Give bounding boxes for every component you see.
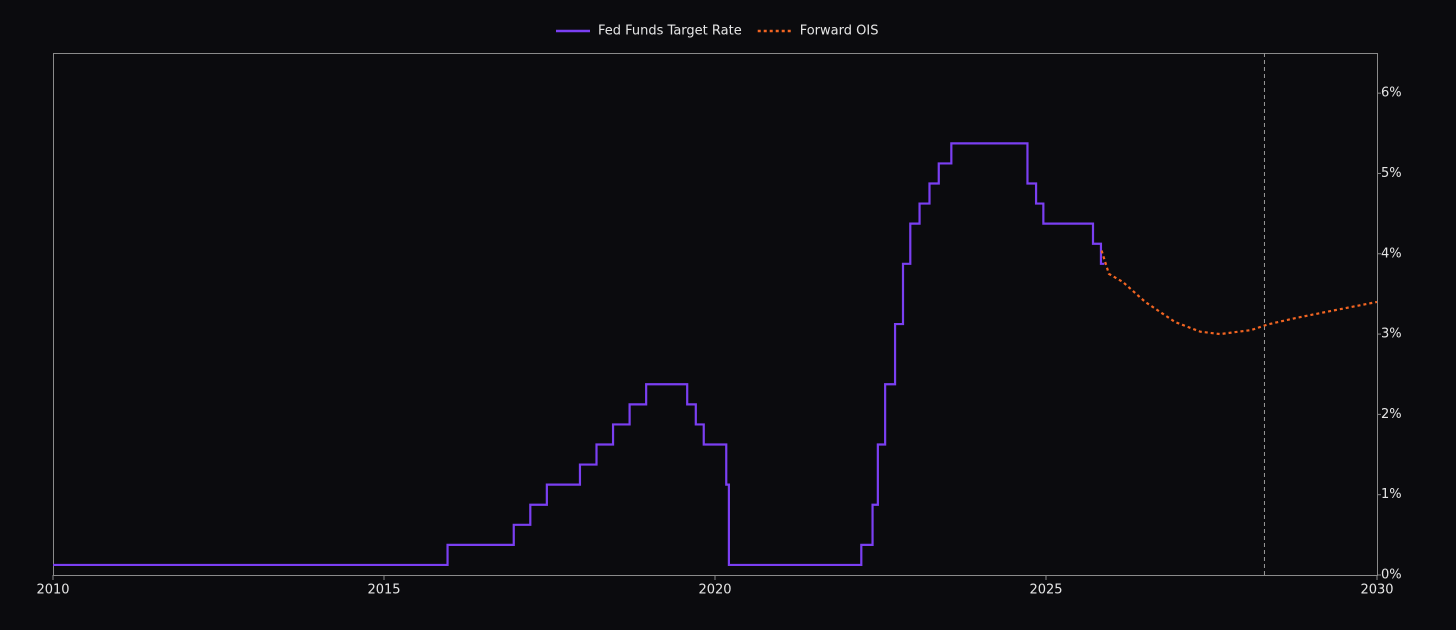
x-tick-label: 2030	[1360, 583, 1393, 598]
y-tick-label: 1%	[1381, 487, 1402, 502]
legend-label: Forward OIS	[800, 24, 879, 39]
series-line	[1100, 250, 1378, 336]
legend-label: Fed Funds Target Rate	[598, 24, 742, 39]
plot-frame	[53, 53, 1378, 576]
x-tick-label: 2015	[367, 583, 400, 598]
y-tick-label: 6%	[1381, 86, 1402, 101]
x-tick-label: 2025	[1029, 583, 1062, 598]
y-tick-label: 2%	[1381, 407, 1402, 422]
series-line	[53, 142, 1105, 567]
y-tick-label: 3%	[1381, 327, 1402, 342]
x-tick-label: 2020	[698, 583, 731, 598]
y-tick-label: 4%	[1381, 246, 1402, 261]
y-tick-label: 0%	[1381, 568, 1402, 583]
x-tick-label: 2010	[36, 583, 69, 598]
y-tick-label: 5%	[1381, 166, 1402, 181]
